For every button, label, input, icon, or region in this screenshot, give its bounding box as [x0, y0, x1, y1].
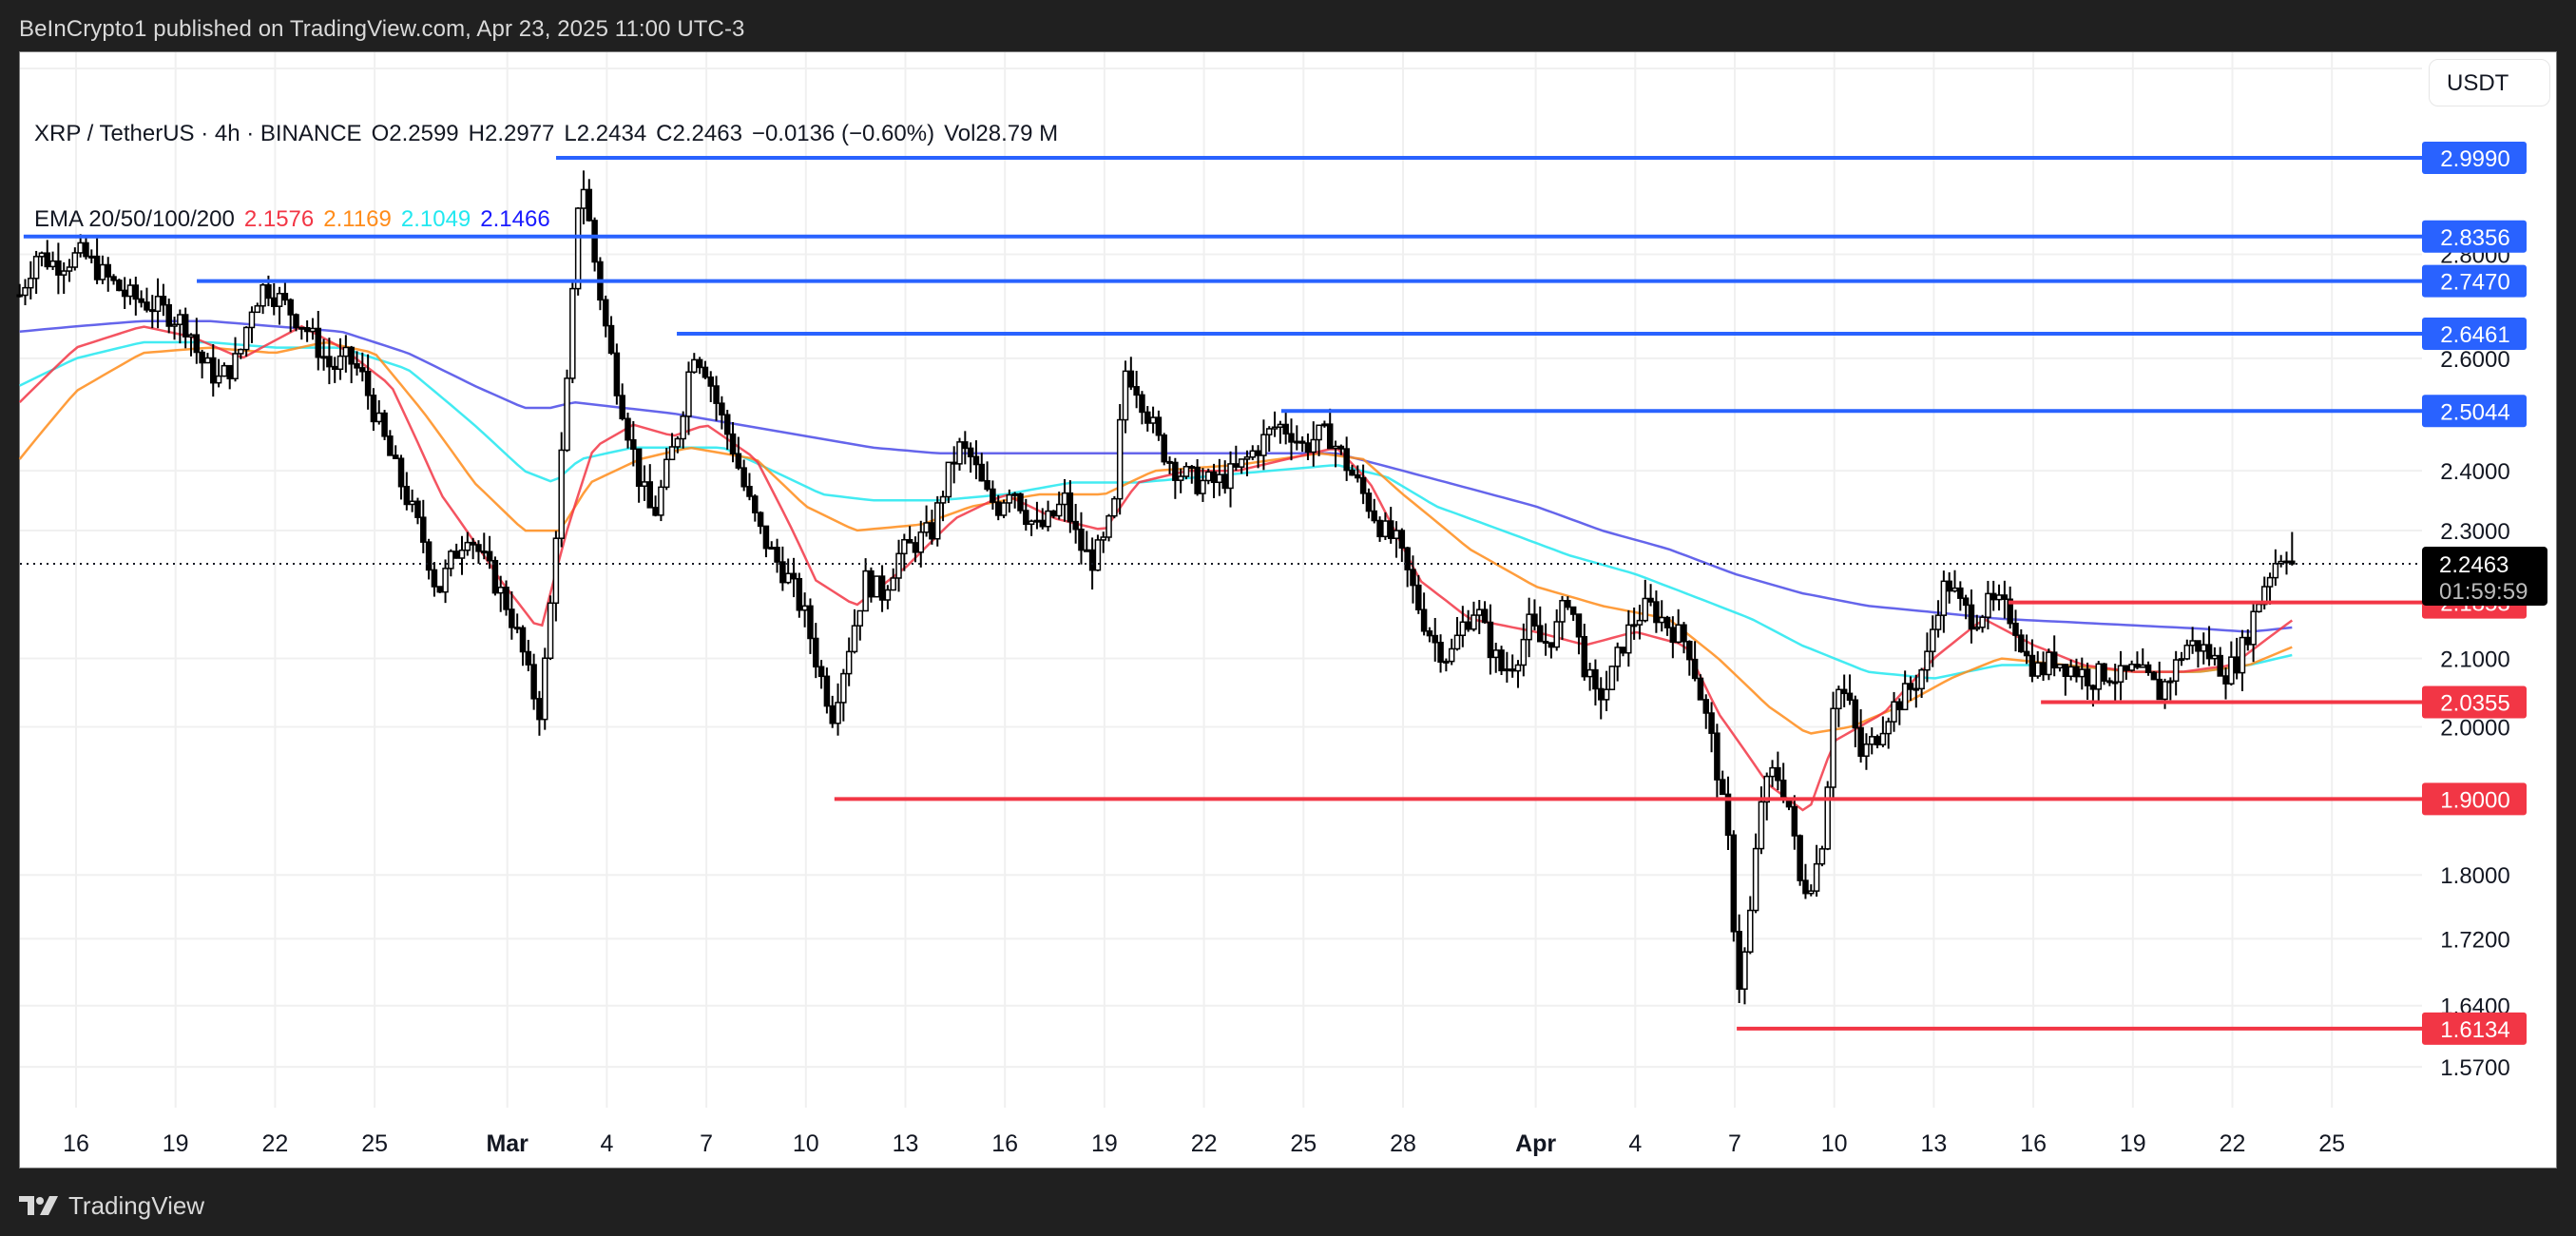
svg-text:10: 10	[793, 1130, 819, 1157]
ema200-line	[19, 319, 2293, 633]
level-label: 2.6461	[2440, 322, 2509, 348]
svg-text:28: 28	[1390, 1130, 1416, 1157]
tradingview-logo-icon	[19, 1196, 58, 1215]
ema200-value: 2.1466	[480, 206, 550, 232]
ema100-value: 2.1049	[400, 206, 471, 232]
ema-row: EMA 20/50/100/200 2.1576 2.1169 2.1049 2.146…	[34, 203, 1067, 236]
level-label: 1.9000	[2440, 787, 2509, 813]
svg-text:01:59:59: 01:59:59	[2439, 579, 2528, 605]
low-value: L2.2434	[564, 121, 647, 146]
svg-text:22: 22	[1191, 1130, 1218, 1157]
level-label: 2.8356	[2440, 225, 2509, 251]
svg-text:7: 7	[1728, 1130, 1741, 1157]
svg-text:22: 22	[2220, 1130, 2246, 1157]
change-value: −0.0136 (−0.60%)	[751, 121, 935, 146]
currency-button[interactable]: USDT	[2429, 59, 2550, 106]
symbol-label[interactable]: XRP / TetherUS · 4h · BINANCE	[34, 121, 362, 146]
svg-text:16: 16	[63, 1130, 89, 1157]
ema20-line	[18, 324, 2294, 812]
level-label: 2.9990	[2440, 146, 2509, 172]
svg-text:13: 13	[1920, 1130, 1947, 1157]
svg-text:22: 22	[261, 1130, 288, 1157]
price-axis[interactable]: 2.80002.60002.40002.30002.10002.00001.80…	[2440, 242, 2509, 1081]
svg-text:16: 16	[2020, 1130, 2047, 1157]
ema100-line	[19, 340, 2293, 680]
level-label: 2.7470	[2440, 270, 2509, 296]
svg-text:16: 16	[991, 1130, 1018, 1157]
svg-text:4: 4	[1628, 1130, 1642, 1157]
footer: TradingView	[19, 1187, 204, 1225]
grid-lines	[20, 52, 2422, 1108]
ema-lines	[18, 319, 2294, 812]
footer-brand[interactable]: TradingView	[68, 1190, 205, 1220]
svg-text:1.5700: 1.5700	[2440, 1055, 2509, 1081]
svg-text:2.2463: 2.2463	[2439, 552, 2509, 578]
svg-text:1.8000: 1.8000	[2440, 863, 2509, 889]
candlesticks	[16, 170, 2296, 1005]
svg-text:2.6000: 2.6000	[2440, 347, 2509, 373]
svg-text:25: 25	[361, 1130, 388, 1157]
svg-text:25: 25	[2318, 1130, 2345, 1157]
svg-text:13: 13	[893, 1130, 919, 1157]
chart-legend: XRP / TetherUS · 4h · BINANCE O2.2599 H2.2…	[34, 65, 1067, 262]
level-label: 1.6134	[2440, 1017, 2509, 1043]
support-resistance-lines[interactable]	[23, 156, 2422, 1031]
high-value: H2.2977	[468, 121, 555, 146]
volume-value: Vol28.79 M	[944, 121, 1059, 146]
level-label: 2.5044	[2440, 399, 2509, 425]
svg-text:2.4000: 2.4000	[2440, 459, 2509, 485]
svg-text:25: 25	[1290, 1130, 1317, 1157]
svg-text:19: 19	[1091, 1130, 1118, 1157]
svg-text:10: 10	[1821, 1130, 1848, 1157]
svg-text:4: 4	[600, 1130, 613, 1157]
ohlc-row: XRP / TetherUS · 4h · BINANCE O2.2599 H2.2…	[34, 118, 1067, 150]
svg-text:2.1000: 2.1000	[2440, 647, 2509, 672]
svg-text:Apr: Apr	[1515, 1130, 1556, 1157]
svg-text:19: 19	[163, 1130, 189, 1157]
svg-text:2.0000: 2.0000	[2440, 716, 2509, 742]
price-level-labels: 2.99902.83562.74702.64612.50442.18532.03…	[2422, 142, 2547, 1045]
time-axis[interactable]: 16 19 22 25 Mar 4 7 10 13 16 19 22 25 28 Apr 4 7 10 13 16 19…	[63, 1130, 2345, 1157]
svg-text:1.7200: 1.7200	[2440, 927, 2509, 953]
close-value: C2.2463	[656, 121, 742, 146]
ema-label[interactable]: EMA 20/50/100/200	[34, 206, 235, 232]
publisher-bar: BeInCrypto1 published on TradingView.com…	[19, 16, 745, 42]
svg-text:2.3000: 2.3000	[2440, 519, 2509, 545]
svg-text:19: 19	[2120, 1130, 2146, 1157]
ema50-line	[18, 341, 2293, 735]
open-value: O2.2599	[371, 121, 459, 146]
svg-text:7: 7	[700, 1130, 713, 1157]
svg-text:Mar: Mar	[486, 1130, 529, 1157]
level-label: 2.0355	[2440, 691, 2509, 717]
ema20-value: 2.1576	[243, 206, 315, 232]
ema50-value: 2.1169	[323, 206, 392, 232]
